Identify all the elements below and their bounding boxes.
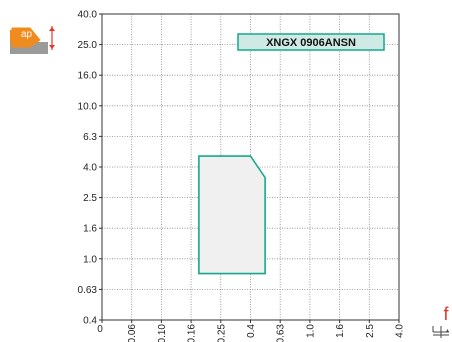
x-axis-ticks: 0 0.06 0.10 0.16 0.25 0.4 0.63 1.0 1.6 2.5 4.0 <box>97 320 406 342</box>
y-axis-ticks: 40.0 25.0 16.0 10.0 6.3 4.0 2.5 1.6 1.0 0.63 0.4 <box>78 10 102 327</box>
y-tick-label: 1.6 <box>83 224 97 235</box>
chart-title: XNGX 0906ANSN <box>266 37 356 49</box>
x-tick-label: 1.6 <box>335 324 346 338</box>
x-tick-label: 0.63 <box>276 324 287 342</box>
y-tick-label: 10.0 <box>78 101 98 112</box>
x-tick-label: 0.16 <box>187 324 198 342</box>
x-tick-label: 0.06 <box>127 324 138 342</box>
title-box: XNGX 0906ANSN <box>237 33 385 51</box>
ap-depth-of-cut-icon: ap <box>8 14 56 54</box>
x-tick-label: 0.10 <box>157 324 168 342</box>
y-tick-label: 1.0 <box>83 254 97 265</box>
y-tick-label: 40.0 <box>78 10 98 21</box>
x-tick-label: 4.0 <box>395 324 406 338</box>
x-tick-label: 2.5 <box>365 324 376 338</box>
ap-symbol: ap <box>21 29 33 40</box>
y-tick-label: 0.63 <box>78 285 98 296</box>
x-tick-label: 0 <box>97 324 103 335</box>
y-tick-label: 0.4 <box>83 316 97 327</box>
y-tick-label: 16.0 <box>78 71 98 82</box>
y-tick-label: 6.3 <box>83 132 97 143</box>
y-tick-label: 4.0 <box>83 163 97 174</box>
y-tick-label: 2.5 <box>83 193 97 204</box>
f-feed-icon: f <box>432 304 449 338</box>
x-tick-label: 0.4 <box>246 324 257 338</box>
y-tick-label: 25.0 <box>78 40 98 51</box>
x-tick-label: 1.0 <box>305 324 316 338</box>
x-tick-label: 0.25 <box>216 324 227 342</box>
application-region <box>198 155 266 275</box>
feed-symbol: f <box>443 304 449 324</box>
